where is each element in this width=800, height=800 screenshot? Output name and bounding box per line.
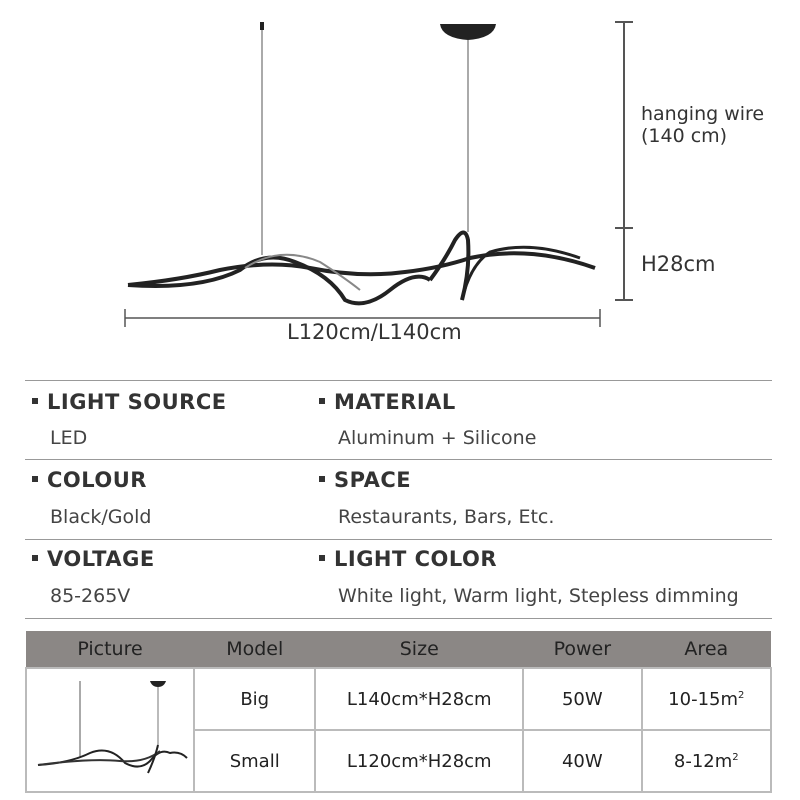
power-cell: 50W <box>522 667 643 731</box>
table-row: Big L140cm*H28cm 50W 10-15m2 <box>25 667 773 793</box>
spec-material-title: MATERIAL <box>319 390 456 414</box>
bullet-icon <box>32 398 38 404</box>
lamp-illustration <box>127 22 596 306</box>
spec-voltage-value: 85-265V <box>50 585 131 607</box>
height-label: H28cm <box>641 252 716 276</box>
spec-material-value: Aluminum + Silicone <box>338 427 537 449</box>
bullet-icon <box>32 555 38 561</box>
header-model: Model <box>193 631 316 668</box>
bullet-icon <box>319 476 325 482</box>
wire-label: hanging wire (140 cm) <box>641 103 764 147</box>
model-cell: Small <box>192 729 317 793</box>
table-header-row: Picture Model Size Power Area <box>26 631 771 668</box>
divider <box>25 380 772 381</box>
ceiling-canopy <box>440 24 496 40</box>
wire-label-line1: hanging wire <box>641 103 765 125</box>
size-cell: L140cm*H28cm <box>314 667 525 731</box>
lamp-diagram <box>124 21 633 327</box>
spec-light-source-value: LED <box>50 427 88 449</box>
divider <box>25 618 772 619</box>
spec-voltage-title: VOLTAGE <box>32 547 155 571</box>
header-picture: Picture <box>26 631 194 668</box>
table-row: Small L120cm*H28cm 40W 8-12m2 <box>26 729 773 793</box>
spec-colour-value: Black/Gold <box>50 506 152 528</box>
header-power: Power <box>523 631 642 668</box>
divider <box>25 459 772 460</box>
spec-light-color-title: LIGHT COLOR <box>319 547 497 571</box>
divider <box>25 539 772 540</box>
bullet-icon <box>319 398 325 404</box>
model-cell: Big <box>192 667 317 731</box>
bullet-icon <box>32 476 38 482</box>
power-cell: 40W <box>522 729 643 793</box>
header-area: Area <box>641 631 771 668</box>
spec-colour-title: COLOUR <box>32 468 147 492</box>
spec-light-source-title: LIGHT SOURCE <box>32 390 227 414</box>
spec-space-title: SPACE <box>319 468 411 492</box>
model-table: Picture Model Size Power Area Big L140cm… <box>25 631 773 793</box>
header-size: Size <box>315 631 524 668</box>
product-thumbnail <box>25 667 195 793</box>
dimension-lines <box>124 21 633 327</box>
length-label: L120cm/L140cm <box>287 320 462 344</box>
spec-space-value: Restaurants, Bars, Etc. <box>338 506 555 528</box>
bullet-icon <box>319 555 325 561</box>
area-cell: 8-12m2 <box>640 729 773 793</box>
size-cell: L120cm*H28cm <box>314 729 525 793</box>
wire-label-line2: (140 cm) <box>641 125 728 147</box>
lamp-thumbnail-image <box>37 680 188 773</box>
area-cell: 10-15m2 <box>640 667 773 731</box>
spec-light-color-value: White light, Warm light, Stepless dimmin… <box>338 585 739 607</box>
